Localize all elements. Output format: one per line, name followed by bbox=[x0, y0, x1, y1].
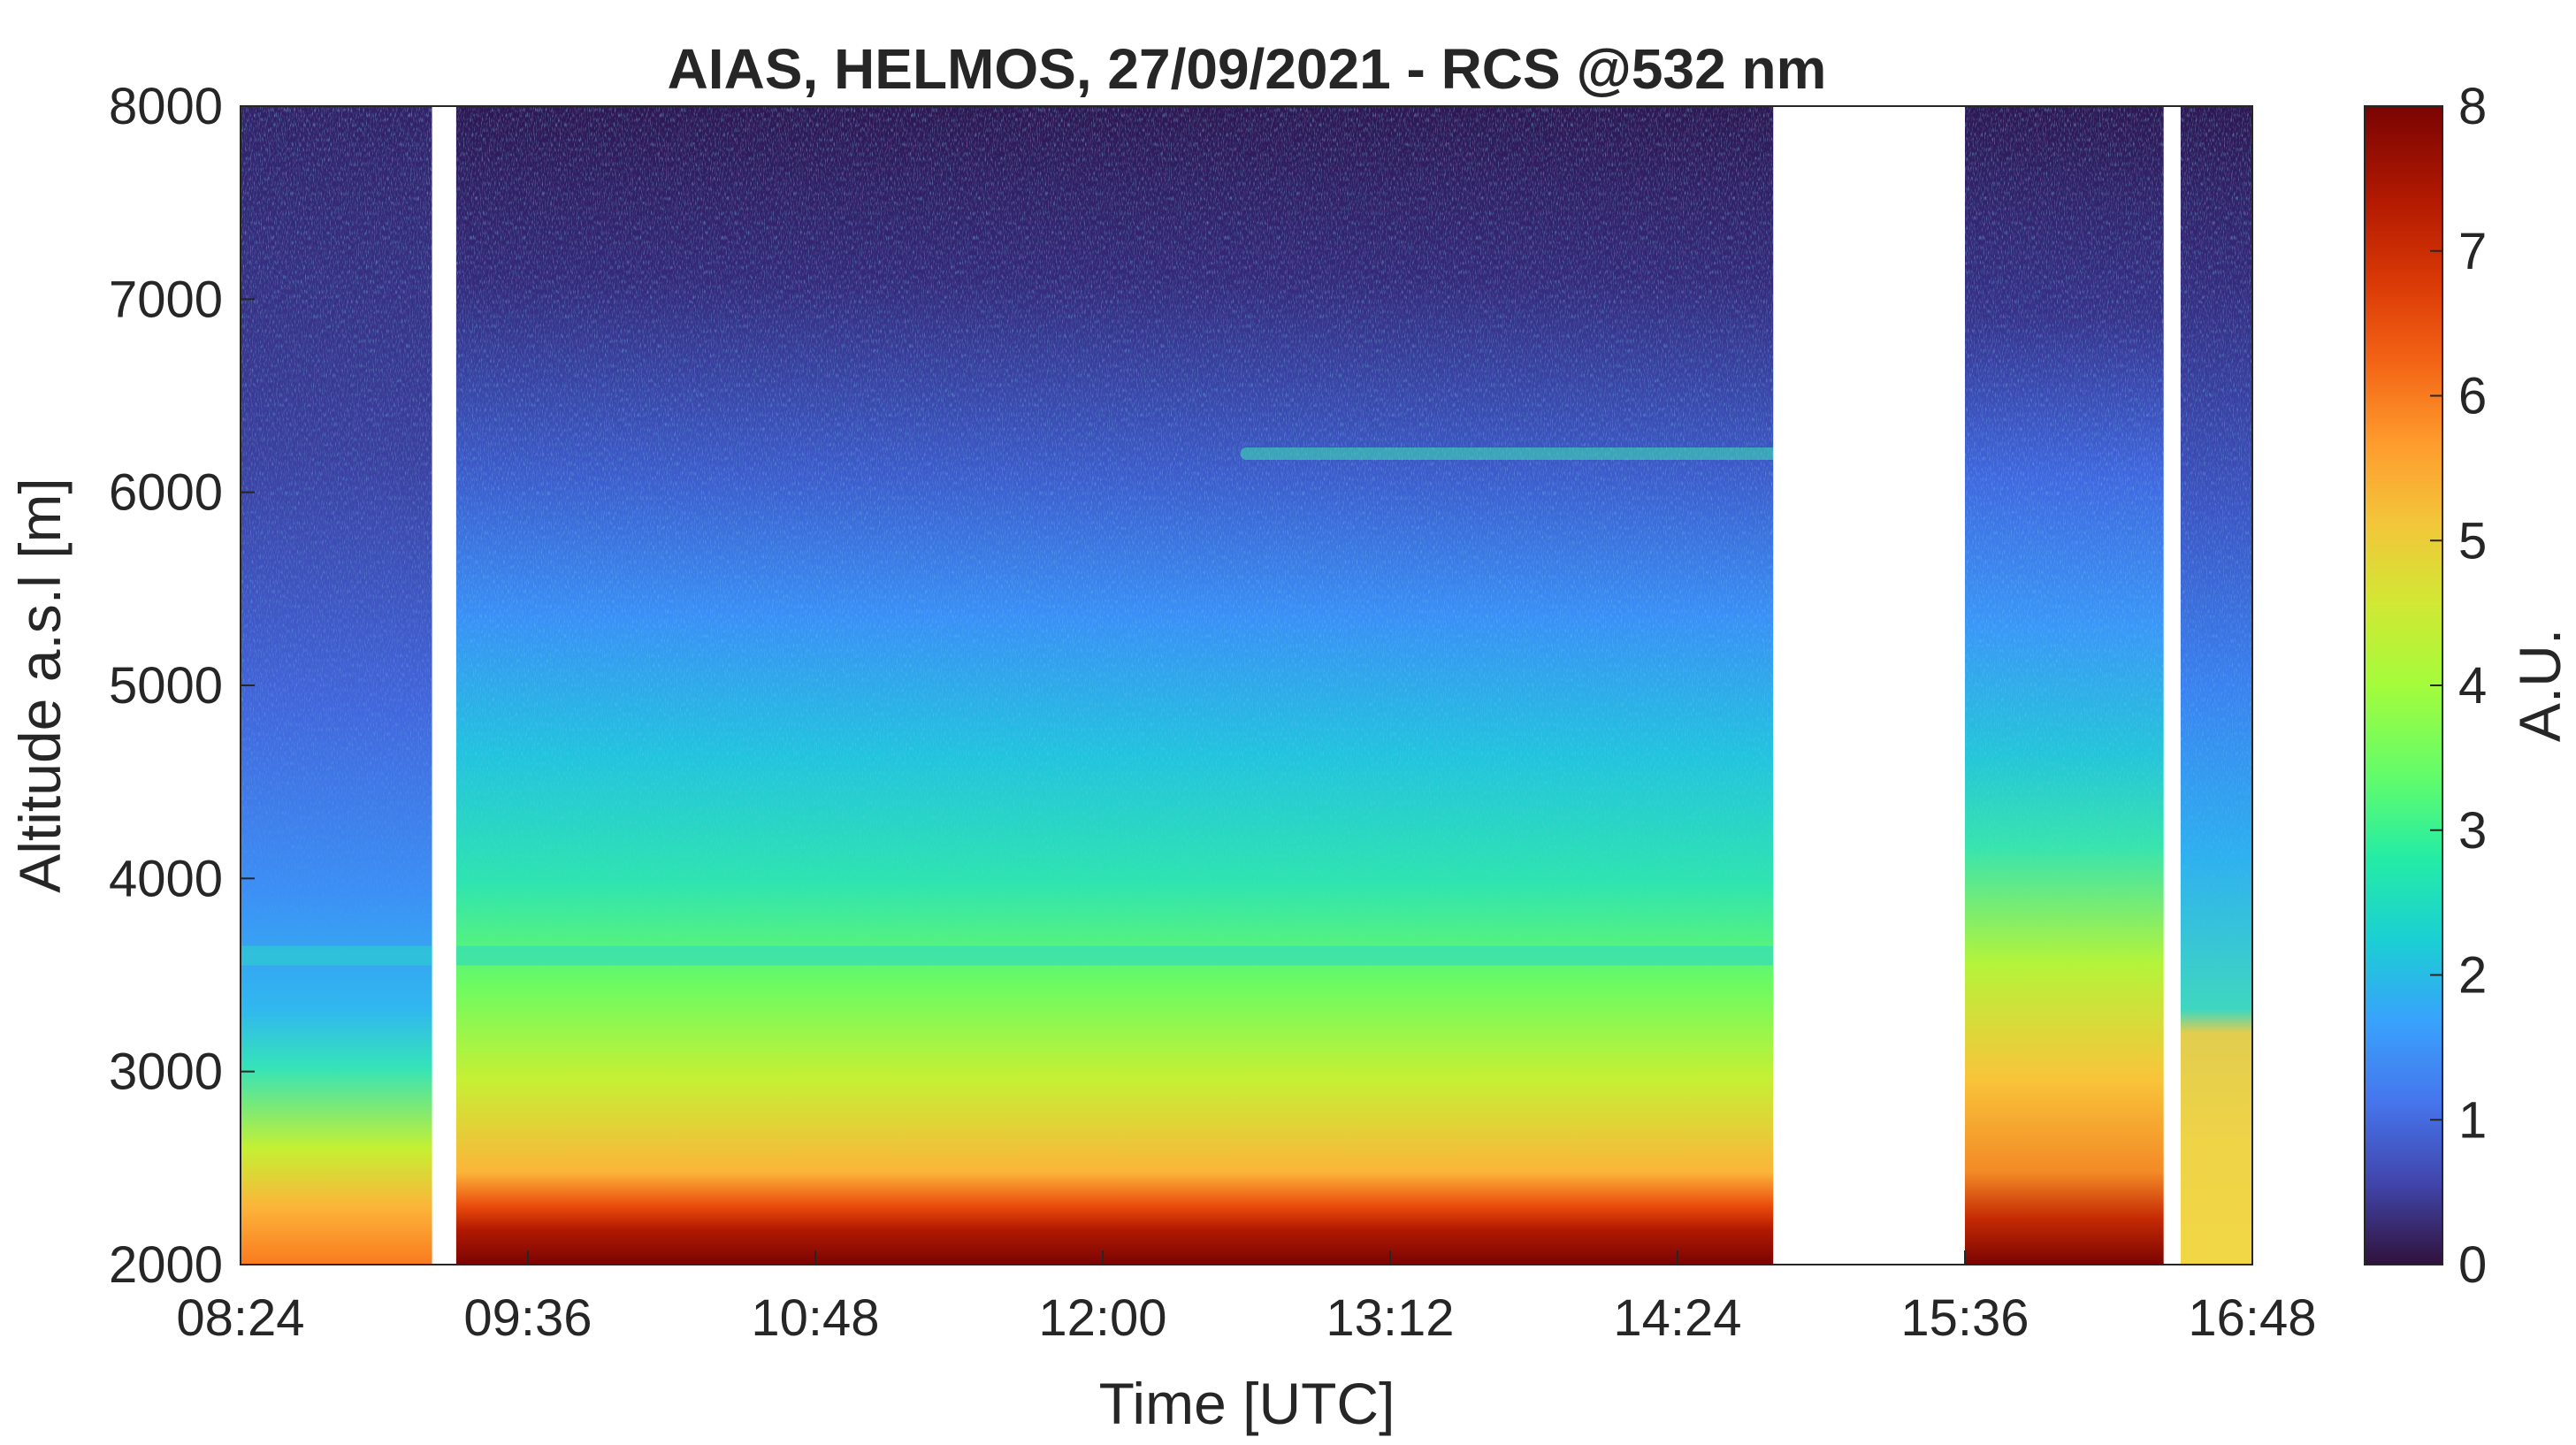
y-axis-ticks: 2000 3000 4000 5000 6000 7000 8000 bbox=[109, 78, 255, 1294]
x-axis-label: Time [UTC] bbox=[1099, 1371, 1395, 1436]
y-tick-label: 2000 bbox=[109, 1236, 223, 1294]
x-tick-label: 08:24 bbox=[176, 1289, 304, 1347]
colorbar-tick-label: 2 bbox=[2458, 947, 2487, 1005]
data-gap bbox=[1773, 106, 1965, 1265]
colorbar-tick-label: 5 bbox=[2458, 512, 2487, 570]
x-tick-label: 10:48 bbox=[751, 1289, 879, 1347]
y-tick-label: 7000 bbox=[109, 271, 223, 328]
aerosol-layer-marks bbox=[241, 447, 1784, 966]
data-gap bbox=[2163, 106, 2181, 1265]
colorbar-tick-label: 7 bbox=[2458, 223, 2487, 280]
y-axis-label: Altitude a.s.l [m] bbox=[7, 478, 73, 893]
heatmap-plot-area bbox=[241, 106, 2252, 1265]
colorbar bbox=[2364, 105, 2443, 1265]
colorbar-tick-label: 0 bbox=[2458, 1236, 2487, 1294]
colorbar-tick-label: 3 bbox=[2458, 802, 2487, 860]
chart-title: AIAS, HELMOS, 27/09/2021 - RCS @532 nm bbox=[668, 37, 1827, 101]
colorbar-tick-label: 4 bbox=[2458, 657, 2487, 715]
y-tick-label: 3000 bbox=[109, 1044, 223, 1101]
x-tick-label: 14:24 bbox=[1613, 1289, 1741, 1347]
x-tick-label: 16:48 bbox=[2188, 1289, 2316, 1347]
x-tick-label: 13:12 bbox=[1326, 1289, 1454, 1347]
data-gap bbox=[432, 106, 456, 1265]
x-tick-label: 12:00 bbox=[1038, 1289, 1166, 1347]
colorbar-ticks: 0 1 2 3 4 5 6 7 8 bbox=[2430, 78, 2487, 1294]
data-gaps bbox=[432, 106, 2181, 1265]
y-tick-label: 5000 bbox=[109, 657, 223, 715]
x-tick-label: 09:36 bbox=[463, 1289, 592, 1347]
x-axis-ticks: 08:24 09:36 10:48 12:00 13:12 14:24 15:36 16:48 bbox=[176, 1250, 2317, 1347]
colorbar-tick-label: 6 bbox=[2458, 368, 2487, 425]
x-tick-label: 15:36 bbox=[1900, 1289, 2029, 1347]
colorbar-tick-label: 8 bbox=[2458, 78, 2487, 135]
y-tick-label: 6000 bbox=[109, 464, 223, 522]
colorbar-label: A.U. bbox=[2507, 629, 2572, 742]
y-tick-label: 4000 bbox=[109, 850, 223, 907]
colorbar-tick-label: 1 bbox=[2458, 1091, 2487, 1149]
y-tick-label: 8000 bbox=[109, 78, 223, 135]
